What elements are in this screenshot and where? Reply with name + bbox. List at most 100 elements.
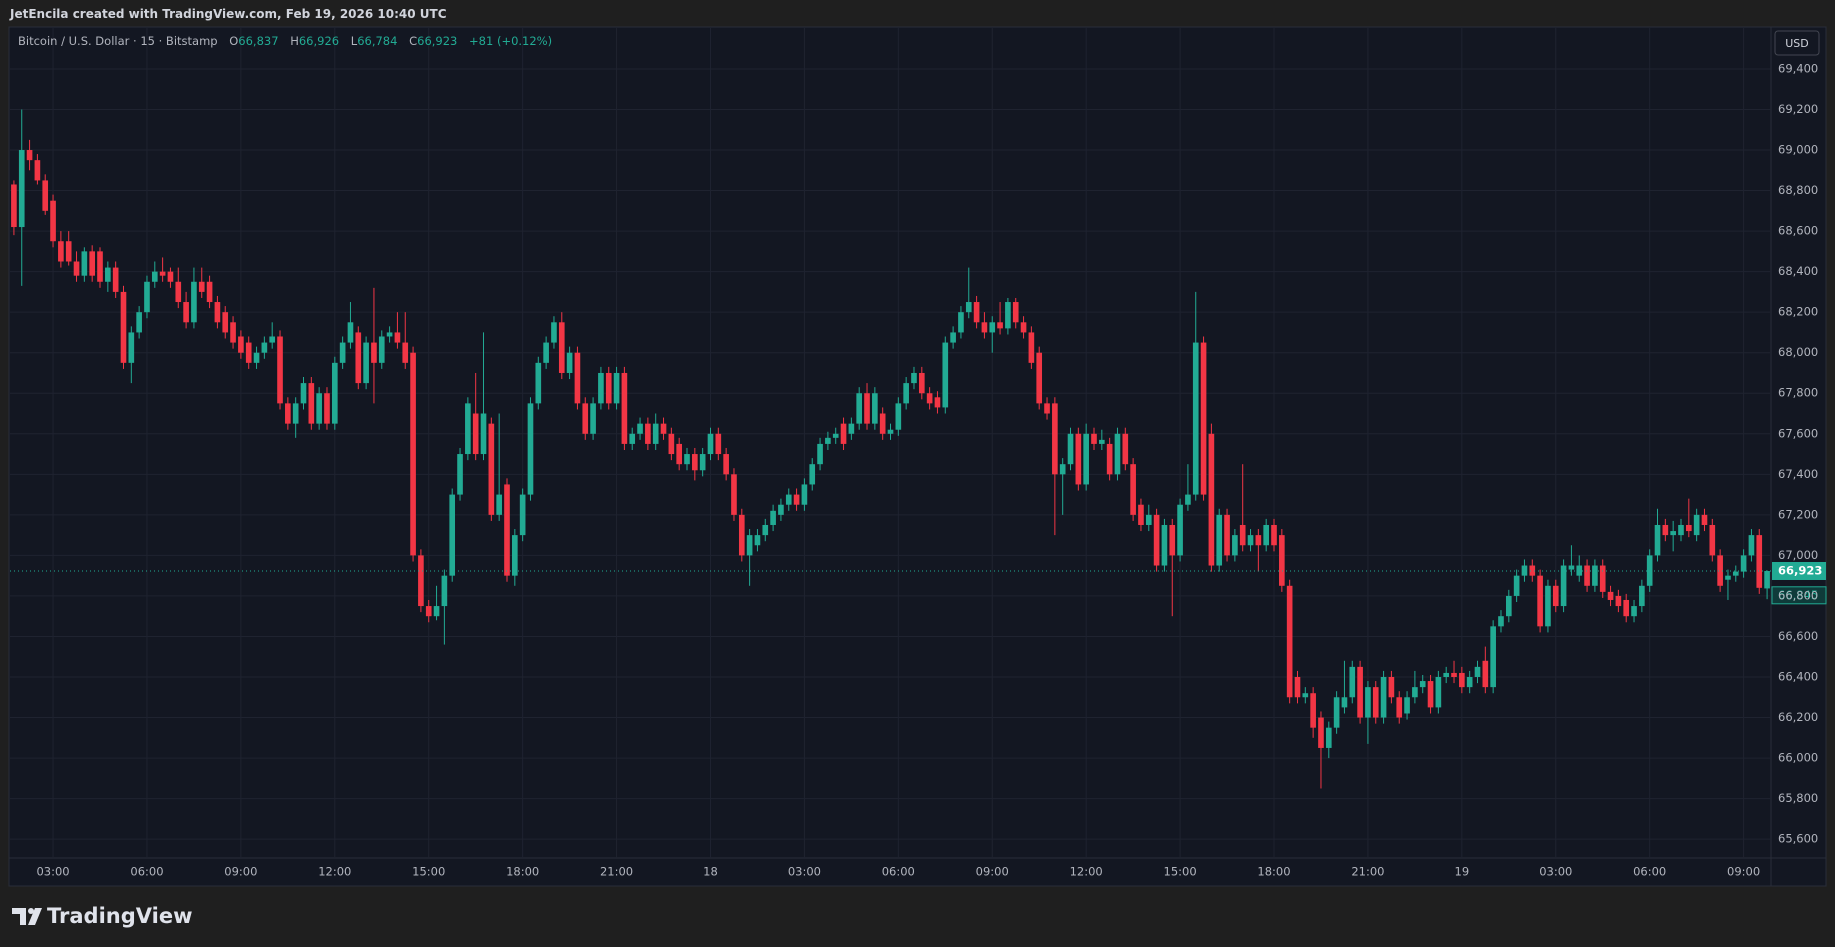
candle-body bbox=[1325, 727, 1332, 748]
y-tick-label: 68,200 bbox=[1778, 305, 1818, 319]
candle-body bbox=[1161, 524, 1168, 566]
candle-body bbox=[1412, 687, 1418, 698]
candle-body bbox=[1646, 555, 1653, 586]
candle-body bbox=[1404, 697, 1410, 714]
x-tick-label: 19 bbox=[1455, 865, 1470, 879]
candle-body bbox=[1607, 591, 1614, 600]
candle-body bbox=[394, 332, 401, 343]
candle-body bbox=[18, 150, 25, 228]
candle-body bbox=[112, 267, 119, 292]
chart-frame bbox=[8, 26, 1827, 887]
y-tick-label: 66,000 bbox=[1778, 751, 1818, 765]
y-tick-label: 66,400 bbox=[1778, 670, 1818, 684]
candle-body bbox=[191, 281, 197, 323]
x-tick-label: 18:00 bbox=[1257, 865, 1290, 879]
currency-button[interactable] bbox=[1774, 30, 1820, 56]
candle-body bbox=[89, 251, 95, 276]
candle-body bbox=[285, 403, 291, 424]
candle-body bbox=[1114, 433, 1121, 475]
candle-body bbox=[590, 403, 596, 434]
candle-body bbox=[699, 454, 706, 471]
candle-body bbox=[668, 433, 675, 455]
candle-body bbox=[1255, 535, 1262, 546]
candle-body bbox=[1169, 524, 1176, 556]
candle-body bbox=[895, 403, 902, 430]
candle-body bbox=[605, 372, 612, 404]
candle-body bbox=[97, 251, 103, 282]
candle-body bbox=[582, 403, 589, 434]
candle-body bbox=[261, 342, 268, 353]
candle-body bbox=[1459, 672, 1465, 688]
y-tick-label: 67,800 bbox=[1778, 386, 1818, 400]
y-tick-label: 69,200 bbox=[1778, 102, 1818, 116]
x-tick-label: 09:00 bbox=[1727, 865, 1760, 879]
candle-body bbox=[1200, 342, 1207, 495]
secondary-price-box bbox=[1771, 586, 1827, 605]
candle-body bbox=[1302, 693, 1309, 698]
candle-body bbox=[1748, 535, 1755, 556]
candle-body bbox=[1052, 403, 1058, 475]
candle-body bbox=[707, 433, 714, 455]
candle-body bbox=[809, 464, 816, 485]
candle-body bbox=[378, 336, 385, 363]
candle-body bbox=[1529, 565, 1536, 576]
candle-body bbox=[230, 322, 236, 343]
candle-body bbox=[903, 383, 909, 404]
candle-body bbox=[832, 433, 839, 438]
x-tick-label: 18 bbox=[703, 865, 718, 879]
candle-body bbox=[269, 336, 276, 343]
candle-body bbox=[997, 322, 1003, 329]
candle-body bbox=[731, 474, 737, 515]
y-tick-label: 69,400 bbox=[1778, 61, 1818, 75]
logo-mark bbox=[28, 908, 34, 914]
candle-body bbox=[1271, 524, 1277, 546]
candle-body bbox=[34, 160, 41, 181]
candle-body bbox=[1020, 322, 1027, 333]
candle-body bbox=[1349, 666, 1356, 698]
candle-body bbox=[652, 423, 659, 444]
ohlc-key: O bbox=[229, 34, 239, 48]
x-tick-label: 09:00 bbox=[976, 865, 1009, 879]
candle-body bbox=[1388, 677, 1395, 698]
candle-body bbox=[1693, 514, 1700, 536]
y-tick-label: 65,600 bbox=[1778, 832, 1818, 846]
ohlc-key: H bbox=[290, 34, 299, 48]
candle-body bbox=[308, 383, 315, 424]
candle-body bbox=[1545, 585, 1551, 627]
candle-body bbox=[574, 352, 581, 404]
candle-body bbox=[300, 383, 307, 404]
x-tick-label: 06:00 bbox=[130, 865, 163, 879]
x-tick-label: 03:00 bbox=[36, 865, 69, 879]
candle-body bbox=[887, 429, 894, 434]
x-tick-label: 21:00 bbox=[600, 865, 633, 879]
candle-body bbox=[1145, 514, 1152, 525]
candle-body bbox=[26, 150, 33, 161]
candle-body bbox=[1576, 565, 1583, 576]
candle-body bbox=[183, 302, 189, 323]
change: +81 (+0.12%) bbox=[469, 34, 553, 48]
overlays: 66,923 66,845 bbox=[10, 561, 1827, 605]
candle-body bbox=[848, 423, 855, 434]
candle-body bbox=[543, 342, 549, 363]
candle-body bbox=[1654, 524, 1661, 556]
candle-body bbox=[1012, 302, 1019, 323]
candle-body bbox=[1552, 585, 1559, 607]
candle-body bbox=[1263, 524, 1269, 546]
candle-body bbox=[457, 454, 463, 495]
candle-body bbox=[425, 606, 432, 617]
candle-body bbox=[1584, 565, 1590, 586]
candle-body bbox=[1083, 433, 1089, 485]
candle-body bbox=[238, 336, 244, 353]
candle-body bbox=[402, 342, 409, 363]
last-price-box bbox=[1772, 561, 1826, 580]
candle-body bbox=[136, 312, 142, 333]
candle-body bbox=[292, 403, 299, 424]
candle-body bbox=[167, 271, 174, 282]
ohlc-value: 66,784 bbox=[357, 34, 398, 48]
candle-body bbox=[1036, 352, 1043, 404]
candle-body bbox=[58, 241, 64, 262]
candle-body bbox=[519, 494, 526, 536]
candle-body bbox=[1208, 433, 1215, 566]
